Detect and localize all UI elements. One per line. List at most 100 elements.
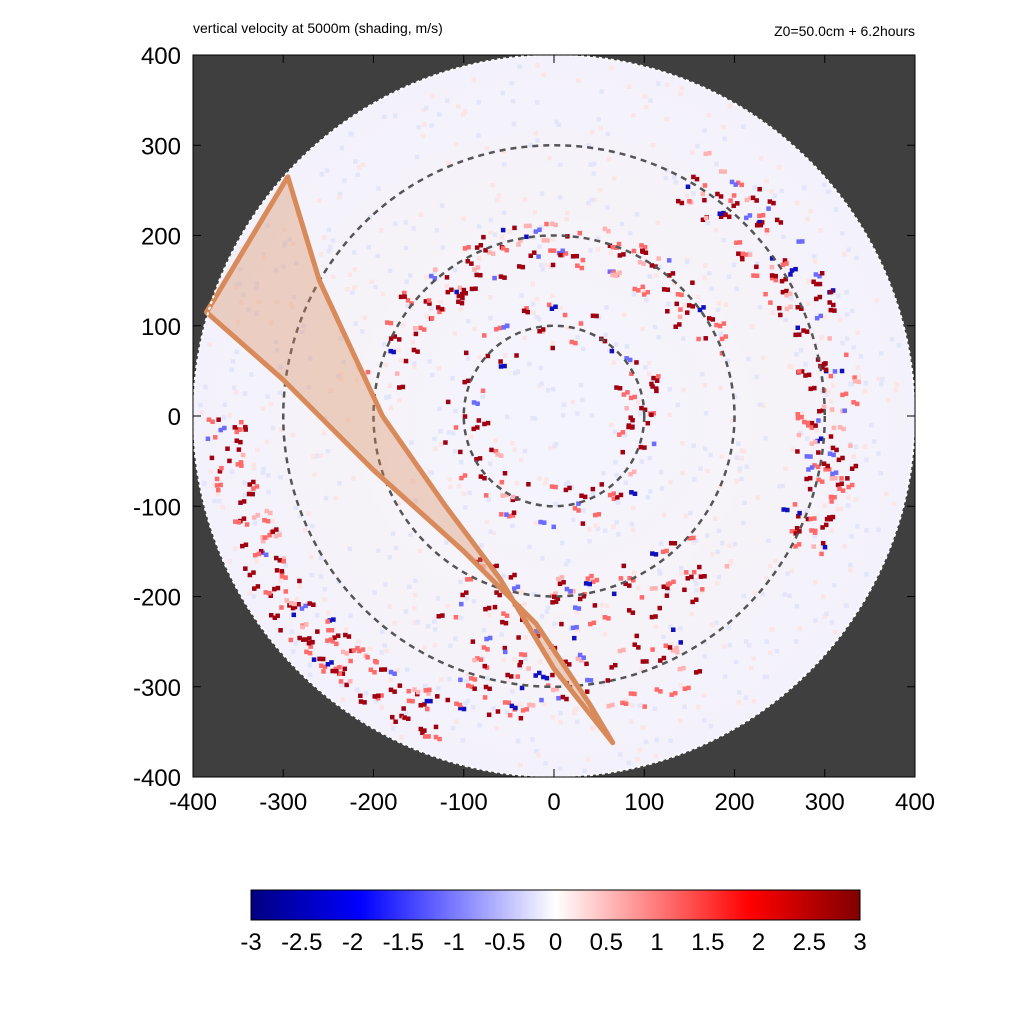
y-tick-label: -400	[133, 765, 181, 792]
bg-cell	[558, 162, 563, 167]
convective-cell	[744, 252, 749, 257]
convective-cell	[502, 275, 507, 280]
bg-cell	[422, 122, 427, 127]
bg-cell	[764, 178, 769, 184]
convective-cell	[504, 512, 509, 517]
bg-cell	[732, 541, 738, 547]
bg-cell	[319, 171, 325, 177]
bg-cell	[572, 710, 577, 716]
bg-cell	[287, 237, 293, 243]
convective-cell	[620, 430, 626, 435]
convective-cell	[484, 665, 490, 670]
convective-cell	[553, 599, 559, 604]
convective-cell	[422, 702, 427, 707]
convective-cell	[325, 638, 330, 643]
bg-cell	[783, 317, 788, 323]
bg-cell	[595, 236, 601, 241]
convective-cell	[620, 449, 625, 455]
convective-cell	[561, 580, 566, 585]
convective-cell	[255, 584, 261, 589]
bg-cell	[599, 602, 605, 608]
convective-cell	[817, 294, 823, 300]
convective-cell	[388, 669, 394, 675]
convective-cell	[812, 516, 817, 521]
convective-cell	[638, 444, 644, 450]
convective-cell	[239, 463, 244, 468]
bg-cell	[325, 448, 331, 454]
convective-cell	[719, 351, 725, 356]
bg-cell	[546, 605, 551, 611]
bg-cell	[307, 672, 313, 678]
bg-cell	[530, 301, 536, 307]
bg-cell	[739, 448, 745, 453]
convective-cell	[466, 378, 471, 384]
convective-cell	[515, 584, 521, 590]
bg-cell	[322, 586, 328, 592]
convective-cell	[334, 668, 339, 674]
convective-cell	[425, 706, 430, 712]
bg-cell	[256, 299, 262, 305]
bg-cell	[318, 555, 323, 561]
bg-cell	[563, 561, 569, 567]
convective-cell	[388, 687, 394, 693]
bg-cell	[530, 415, 535, 421]
bg-cell	[661, 512, 667, 518]
convective-cell	[372, 658, 378, 664]
bg-cell	[635, 585, 641, 591]
convective-cell	[535, 633, 541, 639]
x-axis: -400 -300 -200 -100 0 100 200 300 400	[169, 55, 935, 816]
bg-cell	[392, 620, 397, 626]
convective-cell	[550, 600, 555, 605]
bg-cell	[306, 385, 312, 390]
bg-cell	[840, 340, 845, 346]
convective-cell	[480, 388, 486, 394]
bg-cell	[318, 252, 324, 257]
convective-cell	[214, 476, 220, 482]
bg-cell	[461, 491, 467, 497]
convective-cell	[585, 576, 591, 581]
bg-cell	[461, 216, 466, 221]
bg-cell	[354, 377, 360, 383]
convective-cell	[783, 276, 788, 282]
colorbar-tick-label: -1.5	[383, 929, 424, 956]
convective-cell	[474, 272, 479, 278]
convective-cell	[234, 429, 239, 435]
y-tick-label: 100	[141, 314, 181, 341]
convective-cell	[497, 592, 502, 598]
bg-cell	[309, 554, 314, 560]
convective-cell	[307, 636, 312, 641]
bg-cell	[453, 408, 459, 414]
convective-cell	[478, 557, 483, 562]
bg-cell	[382, 114, 387, 120]
convective-cell	[651, 411, 657, 416]
convective-cell	[846, 484, 851, 490]
convective-cell	[494, 590, 499, 595]
bg-cell	[360, 329, 365, 334]
convective-cell	[805, 516, 811, 522]
colorbar-gradient	[250, 889, 861, 921]
bg-cell	[714, 620, 719, 626]
bg-cell	[587, 584, 592, 589]
convective-cell	[754, 198, 759, 203]
convective-cell	[721, 321, 727, 326]
convective-cell	[606, 228, 611, 234]
bg-cell	[412, 620, 418, 625]
convective-cell	[445, 399, 451, 405]
convective-cell	[852, 375, 857, 380]
convective-cell	[665, 287, 671, 292]
convective-cell	[596, 512, 602, 517]
convective-cell	[788, 272, 793, 277]
bg-cell	[352, 267, 358, 272]
convective-cell	[464, 590, 469, 595]
convective-cell	[410, 698, 415, 704]
convective-cell	[587, 581, 593, 587]
convective-cell	[560, 694, 566, 700]
convective-cell	[322, 664, 328, 670]
bg-cell	[855, 365, 861, 370]
convective-cell	[458, 449, 463, 455]
convective-cell	[602, 615, 608, 620]
convective-cell	[818, 313, 824, 319]
convective-cell	[288, 637, 294, 643]
convective-cell	[651, 375, 656, 381]
bg-cell	[543, 262, 549, 268]
